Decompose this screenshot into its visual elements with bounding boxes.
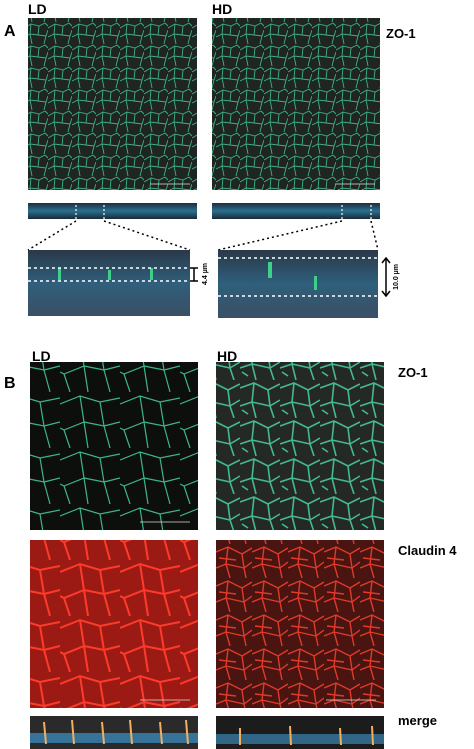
micrograph	[216, 362, 384, 530]
stain-label: ZO-1	[398, 365, 428, 380]
micrograph	[30, 362, 198, 530]
column-label: LD	[28, 1, 47, 17]
micrograph	[30, 540, 198, 708]
side-view	[212, 203, 380, 219]
height-arrows	[190, 256, 391, 298]
height-label: 4.4 µm	[202, 263, 209, 285]
column-label: HD	[217, 348, 237, 364]
merge-side-view	[216, 716, 384, 749]
panel-label: B	[4, 375, 16, 392]
height-marks	[28, 257, 378, 297]
column-label: LD	[32, 348, 51, 364]
micrograph	[212, 18, 380, 190]
micrograph	[216, 540, 384, 708]
nuclei-band	[30, 733, 198, 743]
zoomed-side-view	[218, 250, 378, 318]
panel-label: A	[4, 23, 16, 40]
column-label: HD	[212, 1, 232, 17]
junction-signal	[58, 262, 317, 290]
stain-label: ZO-1	[386, 26, 416, 41]
side-view	[28, 203, 197, 219]
merge-side-view	[30, 716, 198, 749]
selection-marks	[75, 201, 372, 221]
micrograph	[28, 18, 197, 190]
merge-signal	[43, 719, 374, 746]
nuclei-band	[216, 734, 384, 744]
zoom-lines	[27, 220, 379, 251]
zoomed-side-view	[28, 250, 190, 316]
stain-label: merge	[398, 713, 437, 728]
height-label: 10.0 µm	[393, 264, 400, 290]
stain-label: Claudin 4	[398, 543, 457, 558]
